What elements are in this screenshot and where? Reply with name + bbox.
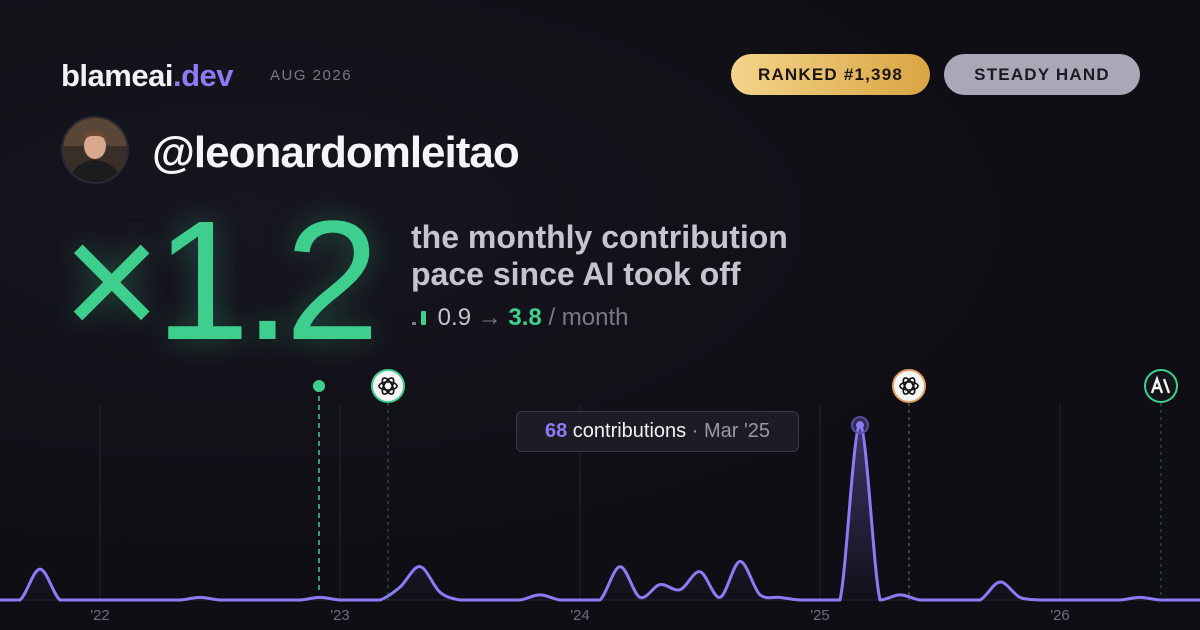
event-dot [313, 380, 325, 392]
x-tick-label: '25 [810, 607, 830, 624]
caption-line: the monthly contribution [411, 219, 788, 255]
openai-icon [371, 369, 405, 403]
tooltip-value: 68 [544, 420, 568, 442]
multiplier: ×1.2 [62, 186, 380, 376]
pace: 0.9 → 3.8 / month [411, 304, 628, 332]
pace-unit: / month [548, 304, 629, 331]
period: AUG 2026 [270, 67, 353, 84]
brand: blameai.dev [61, 58, 233, 94]
openai-icon [892, 369, 926, 403]
x-tick-label: '24 [570, 607, 590, 624]
x-tick-label: '26 [1050, 607, 1070, 624]
pace-arrow: → [477, 304, 502, 331]
avatar [61, 116, 129, 184]
brand-name: blameai [61, 58, 173, 93]
rank-badge: RANKED #1,398 [731, 54, 930, 95]
type-badge: STEADY HAND [944, 54, 1140, 95]
x-tick-label: '22 [90, 607, 110, 624]
tooltip-label: contributions [572, 420, 687, 442]
pace-icon [412, 311, 426, 325]
plot [0, 416, 1200, 602]
brand-tld: .dev [172, 58, 234, 93]
caption: the monthly contribution pace since AI to… [411, 219, 788, 293]
caption-line: pace since AI took off [411, 256, 741, 292]
handle: @leonardomleitao [152, 128, 520, 177]
tooltip: 68 contributions · Mar '25 [516, 411, 799, 452]
tooltip-separator: · [691, 420, 699, 442]
line [0, 423, 1200, 602]
anthropic-icon [1144, 369, 1178, 403]
peak-dot [856, 421, 864, 430]
pace-after: 3.8 [508, 304, 542, 331]
x-tick-label: '23 [330, 607, 350, 624]
tooltip-date: Mar '25 [703, 420, 771, 442]
pace-before: 0.9 [437, 304, 472, 331]
